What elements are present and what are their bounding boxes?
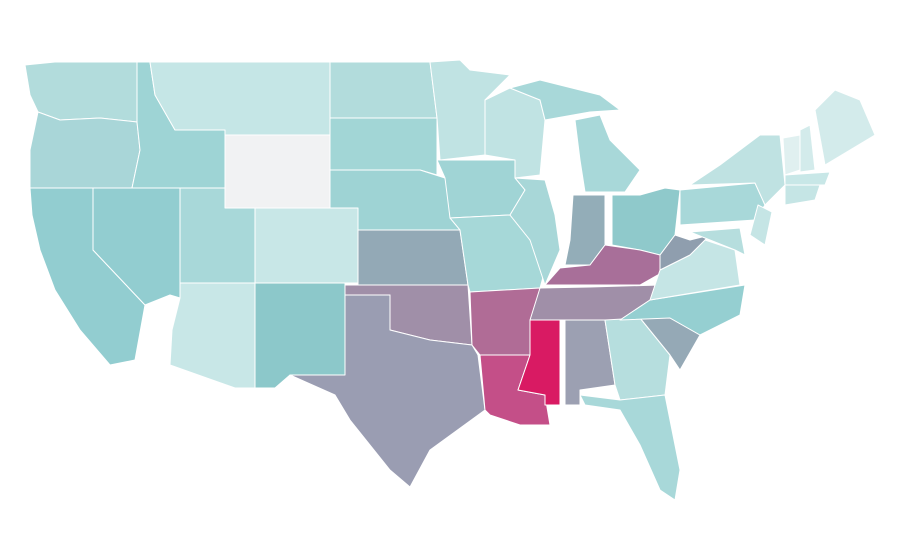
- state: [679, 182, 766, 226]
- state: [782, 134, 801, 176]
- state: [509, 79, 621, 121]
- state: [254, 282, 346, 389]
- state: [749, 204, 773, 246]
- state: [254, 207, 359, 284]
- state: [574, 114, 641, 193]
- state: [357, 229, 469, 286]
- state: [329, 61, 438, 119]
- state: [517, 319, 561, 406]
- state: [329, 117, 438, 176]
- state: [814, 89, 876, 166]
- state: [544, 244, 671, 286]
- state: [689, 134, 786, 206]
- state: [289, 294, 486, 488]
- state: [784, 171, 831, 186]
- state: [436, 159, 526, 219]
- state: [29, 111, 141, 189]
- state: [619, 284, 746, 336]
- state: [689, 227, 746, 256]
- state: [224, 134, 331, 209]
- state: [799, 124, 816, 173]
- state: [149, 61, 331, 136]
- state: [169, 282, 256, 389]
- state: [784, 184, 821, 206]
- state: [579, 394, 681, 501]
